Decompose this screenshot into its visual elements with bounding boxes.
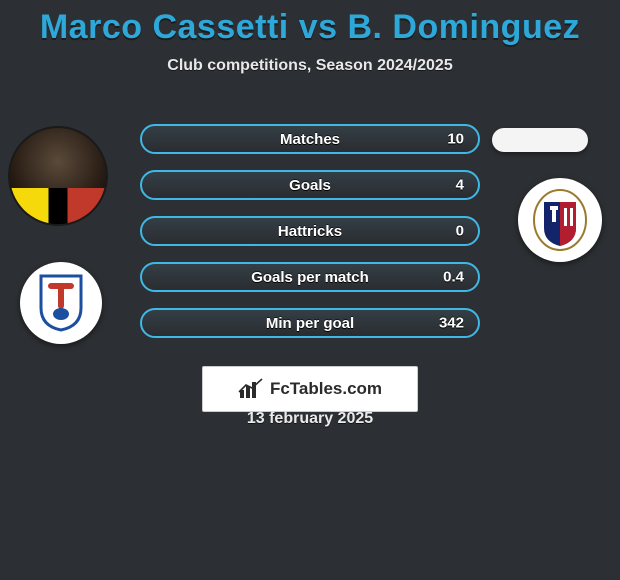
stat-value: 342 <box>439 315 464 332</box>
stat-label: Matches <box>280 131 340 148</box>
stat-row-goals: Goals 4 <box>140 170 480 200</box>
stat-row-goals-per-match: Goals per match 0.4 <box>140 262 480 292</box>
como-crest-icon <box>37 274 85 332</box>
player-b-name: B. Dominguez <box>347 8 580 46</box>
stat-row-matches: Matches 10 <box>140 124 480 154</box>
stat-label: Goals per match <box>251 269 369 286</box>
player-a-name: Marco Cassetti <box>40 8 289 46</box>
stat-row-hattricks: Hattricks 0 <box>140 216 480 246</box>
page-title: Marco Cassetti vs B. Dominguez <box>0 0 620 47</box>
stat-value: 0.4 <box>443 269 464 286</box>
fctables-logo-card[interactable]: FcTables.com <box>202 366 418 412</box>
fctables-logo-text: FcTables.com <box>270 379 382 399</box>
bar-chart-icon <box>238 378 264 400</box>
stat-value: 0 <box>456 223 464 240</box>
subtitle: Club competitions, Season 2024/2025 <box>0 57 620 75</box>
bologna-crest-icon <box>532 188 588 252</box>
player-b-avatar <box>492 128 588 152</box>
stat-label: Min per goal <box>266 315 354 332</box>
stat-value: 10 <box>447 131 464 148</box>
stat-row-min-per-goal: Min per goal 342 <box>140 308 480 338</box>
stat-label: Hattricks <box>278 223 342 240</box>
stats-panel: Matches 10 Goals 4 Hattricks 0 Goals per… <box>140 124 480 354</box>
player-a-club-badge <box>20 262 102 344</box>
date-line: 13 february 2025 <box>0 410 620 428</box>
player-a-avatar <box>8 126 108 226</box>
player-b-club-badge <box>518 178 602 262</box>
stat-value: 4 <box>456 177 464 194</box>
vs-separator: vs <box>299 8 338 46</box>
stat-label: Goals <box>289 177 331 194</box>
